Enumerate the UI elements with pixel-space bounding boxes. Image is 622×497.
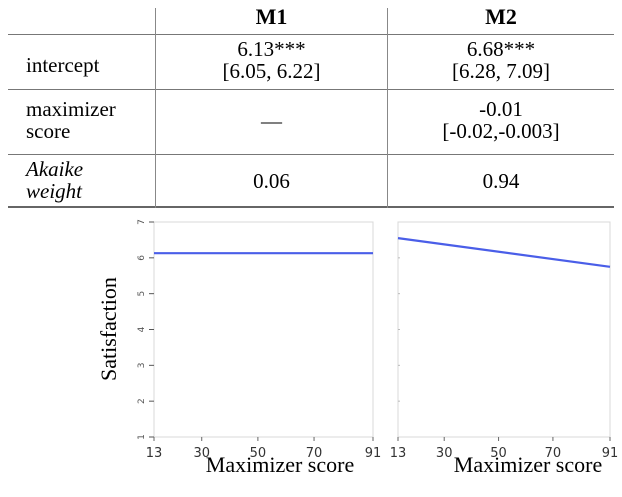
x-tick-label-2-1: 30: [436, 446, 453, 461]
header-m2: M2: [485, 4, 517, 29]
y-tick-label-1-0: 1: [137, 434, 147, 440]
y-tick-label-1-2: 3: [137, 362, 147, 368]
table-vline-1: [155, 8, 156, 208]
y-tick-label-1-3: 4: [137, 326, 147, 332]
table-rule-top: [8, 34, 614, 35]
x-tick-label-1-0: 13: [146, 446, 163, 461]
x-tick-label-2-3: 70: [545, 446, 562, 461]
cell-maximizer-m2: -0.01 [-0.02,-0.003]: [442, 97, 560, 143]
table-rule-1: [8, 89, 614, 90]
y-tick-label-1-6: 7: [137, 219, 147, 225]
x-axis-title-right: Maximizer score: [453, 452, 603, 477]
x-tick-label-1-1: 30: [193, 446, 210, 461]
x-tick-label-2-0: 13: [390, 446, 407, 461]
x-tick-label-1-2: 50: [250, 446, 267, 461]
table-rule-2: [8, 154, 614, 155]
cell-akaike-m2: 0.94: [482, 169, 520, 193]
panel-frame-2: [397, 221, 611, 438]
cell-intercept-m2: 6.68*** [6.28, 7.09]: [452, 37, 550, 83]
table-vline-2: [387, 8, 388, 208]
x-tick-label-2-4: 91: [602, 446, 619, 461]
x-tick-label-1-4: 91: [365, 446, 382, 461]
row-label-maximizer-score: maximizer score: [26, 97, 116, 143]
x-axis-title-left: Maximizer score: [205, 452, 355, 477]
cell-maximizer-m1: —: [261, 109, 282, 133]
y-tick-label-1-1: 2: [137, 398, 147, 404]
cell-intercept-m1: 6.13*** [6.05, 6.22]: [222, 37, 321, 83]
row-label-akaike-weight: Akaike weight: [26, 157, 84, 203]
cell-akaike-m1: 0.06: [253, 169, 290, 193]
y-tick-label-1-4: 5: [137, 291, 147, 297]
x-tick-label-2-2: 50: [490, 446, 507, 461]
y-tick-label-1-5: 6: [137, 255, 147, 261]
header-m1: M1: [255, 4, 288, 29]
x-tick-label-1-3: 70: [306, 446, 323, 461]
results-table: M1 M2 intercept 6.13*** [6.05, 6.22] 6.6…: [0, 0, 622, 210]
series-line-2-1: [397, 237, 611, 268]
table-rule-bottom: [8, 206, 614, 208]
row-label-intercept: intercept: [26, 53, 100, 77]
y-axis-title: Satisfaction: [96, 277, 121, 382]
